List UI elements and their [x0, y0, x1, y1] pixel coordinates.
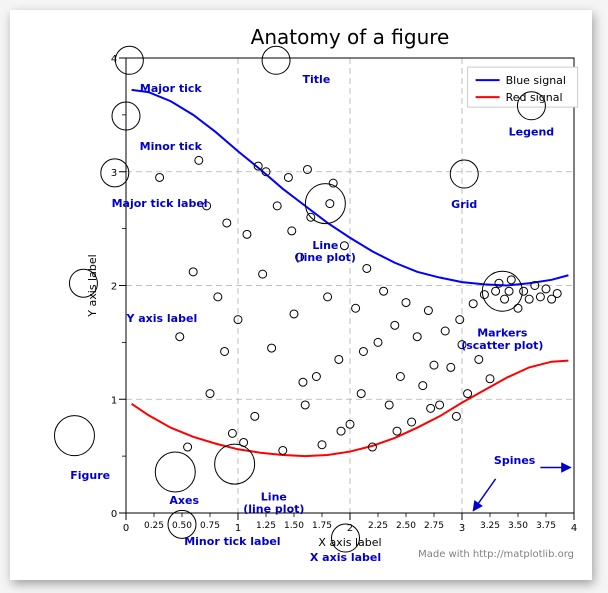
svg-text:0.75: 0.75 — [200, 521, 220, 531]
svg-text:Line: Line — [261, 490, 287, 503]
svg-text:Major tick label: Major tick label — [112, 197, 208, 210]
svg-text:1.75: 1.75 — [312, 521, 332, 531]
svg-text:X axis label: X axis label — [318, 536, 381, 549]
svg-text:2.25: 2.25 — [368, 521, 388, 531]
svg-text:0.25: 0.25 — [144, 521, 164, 531]
svg-text:Y axis label: Y axis label — [125, 312, 197, 325]
svg-text:Blue signal: Blue signal — [506, 74, 566, 87]
annotation-circle — [54, 416, 94, 456]
svg-text:Line: Line — [312, 239, 338, 252]
svg-text:(scatter plot): (scatter plot) — [461, 339, 543, 352]
svg-text:3: 3 — [459, 523, 465, 534]
svg-text:(line plot): (line plot) — [243, 503, 304, 516]
svg-text:3: 3 — [111, 168, 117, 179]
svg-text:Figure: Figure — [70, 469, 110, 482]
svg-text:Minor tick: Minor tick — [140, 140, 203, 153]
svg-text:2: 2 — [111, 282, 117, 293]
svg-text:Made with http://matplotlib.or: Made with http://matplotlib.org — [418, 549, 574, 560]
svg-text:X axis label: X axis label — [310, 551, 381, 564]
svg-text:3.50: 3.50 — [508, 521, 528, 531]
svg-text:Major tick: Major tick — [140, 82, 203, 95]
svg-text:Spines: Spines — [494, 454, 536, 467]
svg-text:2.75: 2.75 — [424, 521, 444, 531]
svg-text:1.25: 1.25 — [256, 521, 276, 531]
svg-text:Markers: Markers — [477, 327, 528, 340]
svg-text:Minor tick label: Minor tick label — [184, 535, 280, 548]
svg-text:0: 0 — [111, 509, 117, 520]
svg-text:1.50: 1.50 — [284, 521, 304, 531]
svg-text:Grid: Grid — [451, 198, 477, 211]
svg-text:0.50: 0.50 — [172, 521, 192, 531]
svg-text:1: 1 — [235, 523, 241, 534]
svg-text:4: 4 — [571, 523, 577, 534]
svg-text:(line plot): (line plot) — [295, 251, 356, 264]
svg-text:Axes: Axes — [169, 494, 199, 507]
svg-text:3.75: 3.75 — [536, 521, 556, 531]
svg-text:Legend: Legend — [509, 125, 555, 138]
svg-text:0: 0 — [123, 523, 129, 534]
svg-text:Anatomy of a figure: Anatomy of a figure — [251, 25, 450, 49]
figure-svg: 0 1 2 3 4 0.25 0.50 0.75 1.25 1.50 1.75 2.25 2.50 2.7… — [10, 10, 592, 580]
svg-text:3.25: 3.25 — [480, 521, 500, 531]
figure-frame: 0 1 2 3 4 0.25 0.50 0.75 1.25 1.50 1.75 2.25 2.50 2.7… — [10, 10, 592, 580]
svg-text:Red signal: Red signal — [506, 91, 563, 104]
svg-text:Title: Title — [303, 73, 331, 86]
svg-text:2.50: 2.50 — [396, 521, 416, 531]
svg-text:1: 1 — [111, 395, 117, 406]
